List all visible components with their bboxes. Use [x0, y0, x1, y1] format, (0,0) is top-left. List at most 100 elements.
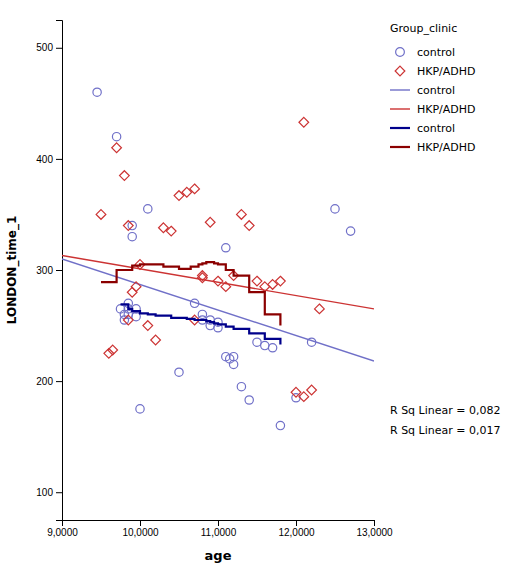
x-tick-mark — [296, 520, 297, 526]
y-tick-label: 400 — [36, 154, 53, 165]
legend-label: HKP/ADHD — [417, 103, 476, 116]
point — [112, 143, 122, 153]
point — [190, 299, 198, 307]
point — [237, 382, 245, 390]
point — [245, 396, 253, 404]
legend-title: Group_clinic — [390, 22, 457, 35]
y-tick-mark — [56, 492, 62, 493]
x-tick: 12,0000 — [278, 520, 315, 538]
legend-item: control — [390, 122, 455, 135]
y-tick-mark — [56, 159, 62, 160]
point — [222, 244, 230, 252]
y-tick: 200 — [36, 376, 62, 387]
point — [205, 217, 215, 227]
y-tick-label: 200 — [36, 376, 53, 387]
point — [252, 276, 262, 286]
scatter-series — [96, 117, 324, 401]
legend-item: HKP/ADHD — [390, 141, 476, 154]
point — [229, 352, 237, 360]
point — [143, 321, 153, 331]
legend-symbol — [396, 48, 405, 57]
annotation: R Sq Linear = 0,017 — [390, 424, 501, 437]
y-tick: 300 — [36, 265, 62, 276]
y-tick-label: 300 — [36, 265, 53, 276]
legend: Group_cliniccontrol HKP/ADHD control HKP/AD… — [390, 22, 476, 154]
legend-item: control — [390, 84, 455, 97]
point — [299, 117, 309, 127]
y-tick: 500 — [36, 42, 62, 53]
x-tick: 11,0000 — [201, 520, 237, 538]
point — [104, 348, 114, 358]
point — [229, 360, 237, 368]
point — [151, 335, 161, 345]
chart: 9,0000 10,0000 11,0000 12,0000 13,0000 100 200… — [0, 0, 524, 575]
point — [131, 282, 141, 292]
annotation: R Sq Linear = 0,082 — [390, 404, 501, 417]
legend-label: control — [417, 122, 455, 135]
point — [307, 338, 315, 346]
y-tick-mark — [56, 48, 62, 49]
legend-label: control — [417, 46, 455, 59]
point — [346, 227, 354, 235]
legend-item: control — [396, 46, 456, 59]
point — [108, 345, 118, 355]
scatter-series — [93, 88, 355, 430]
plot: 9,0000 10,0000 11,0000 12,0000 13,0000 100 200… — [5, 21, 393, 564]
point — [221, 282, 231, 292]
legend-line — [390, 89, 410, 90]
point — [123, 221, 133, 231]
step-line — [121, 304, 281, 344]
x-tick: 13,0000 — [356, 520, 393, 538]
legend-item: HKP/ADHD — [395, 65, 475, 78]
y-tick-mark — [56, 270, 62, 271]
y-tick-label: 100 — [36, 487, 53, 498]
point — [127, 287, 137, 297]
y-tick: 400 — [36, 154, 62, 165]
point — [112, 132, 120, 140]
legend-label: control — [417, 84, 455, 97]
x-tick-mark — [374, 520, 375, 526]
step-line — [101, 262, 280, 325]
legend-line — [390, 146, 410, 148]
x-tick-mark — [218, 520, 219, 526]
point — [128, 221, 136, 229]
marks — [62, 88, 374, 430]
x-tick-label: 13,0000 — [356, 527, 393, 538]
point — [123, 315, 133, 325]
point — [276, 421, 284, 429]
point — [307, 385, 317, 395]
point — [136, 405, 144, 413]
point — [93, 88, 101, 96]
point — [175, 368, 183, 376]
y-tick: 100 — [36, 487, 62, 498]
x-axis-title: age — [205, 548, 232, 563]
point — [268, 344, 276, 352]
legend-line — [390, 127, 410, 129]
y-axis-title: LONDON_time_1 — [5, 216, 20, 325]
point — [128, 232, 136, 240]
point — [253, 338, 261, 346]
y-tick-label: 500 — [36, 42, 53, 53]
legend-symbol — [395, 66, 405, 76]
legend-line — [390, 108, 410, 109]
y-axis-line — [56, 21, 63, 521]
y-axis: 100 200 300 400 500 — [36, 21, 62, 521]
point — [120, 171, 130, 181]
legend-label: HKP/ADHD — [417, 141, 476, 154]
point — [276, 276, 286, 286]
point — [244, 221, 254, 231]
x-tick-label: 9,0000 — [47, 527, 78, 538]
fit-line — [62, 259, 374, 361]
x-axis: 9,0000 10,0000 11,0000 12,0000 13,0000 — [47, 520, 393, 538]
x-tick: 10,0000 — [122, 520, 159, 538]
point — [237, 210, 247, 220]
x-tick-label: 12,0000 — [278, 527, 315, 538]
legend-item: HKP/ADHD — [390, 103, 476, 116]
point — [315, 304, 325, 314]
point — [331, 205, 339, 213]
x-axis-line — [63, 521, 375, 527]
x-tick-mark — [140, 520, 141, 526]
x-tick: 9,0000 — [47, 520, 78, 538]
x-tick-label: 11,0000 — [201, 527, 237, 538]
point — [190, 184, 200, 194]
